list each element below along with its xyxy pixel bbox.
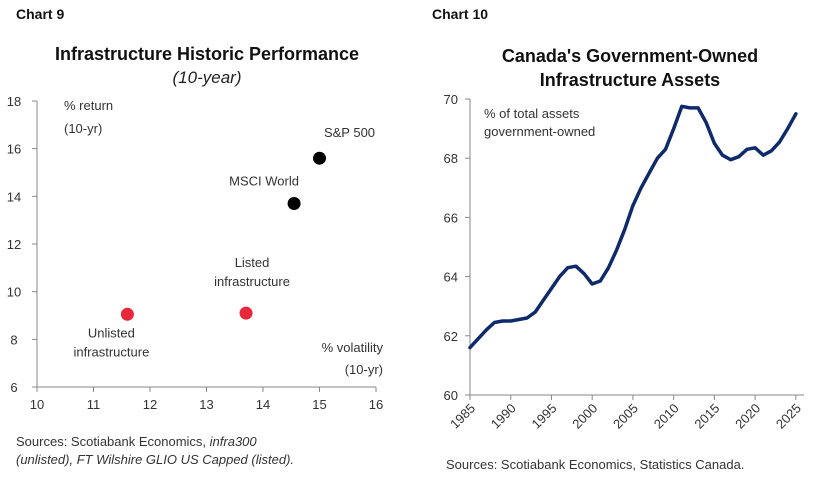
- y-tick-label: 64: [444, 270, 458, 285]
- x-tick-label: 2020: [732, 401, 763, 432]
- x-tick-label: 2010: [651, 401, 682, 432]
- chart-subtitle: (10-year): [172, 68, 242, 87]
- x-tick-label: 13: [199, 397, 213, 412]
- y-tick-label: 8: [10, 332, 17, 347]
- y-tick-label: 68: [444, 151, 458, 166]
- x-tick-label: 2015: [691, 401, 722, 432]
- x-tick-label: 2005: [610, 401, 641, 432]
- chart-title: Canada's Government-Owned Infrastructure…: [501, 46, 759, 90]
- point-label: Listed infrastructure: [214, 255, 290, 289]
- chart-9-panel: Chart 9 Infrastructure Historic Performa…: [0, 0, 414, 483]
- y-tick-label: 60: [444, 388, 458, 403]
- scatter-point: [313, 151, 326, 165]
- chart-number: Chart 9: [16, 6, 65, 22]
- scatter-plot: 10 11 12 13 14 15 16 6 8 10 12 14 16 18 % return (10-yr…: [7, 94, 384, 412]
- point-label: S&P 500: [324, 125, 375, 140]
- chart-number: Chart 10: [432, 6, 489, 22]
- line-plot: 60 62 64 66 68 70 1985 1990 1995 2000 2005 2010 2015…: [444, 92, 804, 432]
- chart-10-panel: Chart 10 Canada's Government-Owned Infra…: [414, 0, 828, 483]
- x-tick-label: 1985: [447, 401, 478, 432]
- x-tick-label: 2025: [773, 401, 804, 432]
- x-tick-label: 11: [87, 397, 101, 412]
- y-tick-label: 18: [7, 94, 21, 109]
- x-tick-label: 16: [369, 397, 383, 412]
- x-tick-label: 14: [256, 397, 270, 412]
- scatter-point: [120, 307, 134, 321]
- y-tick-label: 14: [7, 189, 21, 204]
- x-tick-label: 1995: [529, 401, 560, 432]
- x-tick-label: 15: [312, 397, 326, 412]
- chart-annotation: % of total assets government-owned: [484, 106, 595, 139]
- scatter-point: [287, 196, 301, 210]
- y-tick-label: 70: [444, 92, 458, 107]
- y-axis-label: % return (10-yr): [64, 98, 113, 136]
- y-tick-label: 66: [444, 210, 458, 225]
- y-tick-label: 6: [10, 380, 17, 395]
- source-line-2: (unlisted), FT Wilshire GLIO US Capped (…: [16, 452, 295, 467]
- x-tick-label: 10: [30, 397, 44, 412]
- point-label: MSCI World: [229, 173, 299, 188]
- series-line: [468, 104, 798, 350]
- scatter-point: [239, 306, 253, 320]
- y-tick-label: 10: [7, 285, 21, 300]
- y-tick-label: 16: [7, 142, 21, 157]
- chart-source: Sources: Scotiabank Economics, infra300 …: [16, 433, 294, 469]
- chart-title: Infrastructure Historic Performance: [54, 44, 360, 64]
- x-tick-label: 1990: [488, 401, 519, 432]
- chart-source: Sources: Scotiabank Economics, Statistic…: [446, 457, 745, 472]
- x-tick-label: 12: [143, 397, 157, 412]
- y-tick-label: 62: [444, 329, 458, 344]
- source-line-1: Sources: Scotiabank Economics, infra300: [16, 434, 257, 449]
- x-tick-label: 2000: [569, 401, 600, 432]
- y-tick-label: 12: [7, 237, 21, 252]
- point-label: Unlisted infrastructure: [73, 325, 149, 359]
- x-axis-label: % volatility (10-yr): [322, 340, 384, 377]
